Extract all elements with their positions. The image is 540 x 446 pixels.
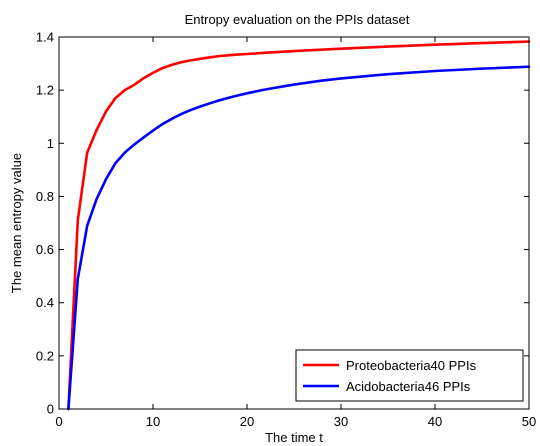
series-line-0 — [67, 40, 531, 411]
y-tick-label: 0.4 — [36, 295, 54, 310]
x-tick-label: 50 — [522, 414, 536, 429]
x-axis-label: The time t — [265, 430, 323, 445]
legend-label-1: Acidobacteria46 PPIs — [346, 379, 471, 394]
series-layer — [67, 40, 531, 411]
y-tick-label: 1 — [47, 136, 54, 151]
x-tick-label: 40 — [428, 414, 442, 429]
x-tick-label: 20 — [240, 414, 254, 429]
x-tick-label: 10 — [146, 414, 160, 429]
series-line-1 — [67, 65, 531, 411]
x-tick-label: 30 — [334, 414, 348, 429]
legend-box — [295, 349, 524, 402]
y-tick-label: 0.2 — [36, 348, 54, 363]
legend-label-0: Proteobacteria40 PPIs — [346, 358, 477, 373]
x-tick-label: 0 — [55, 414, 62, 429]
y-tick-label: 0.8 — [36, 189, 54, 204]
y-tick-label: 1.2 — [36, 83, 54, 98]
y-axis-label: The mean entropy value — [9, 153, 24, 293]
plot-area — [59, 37, 529, 409]
ticks-layer: 0 10 20 30 40 50 0 0.2 0.4 0.6 0.8 1 1.2 1.4 — [36, 30, 536, 430]
y-tick-label: 0.6 — [36, 242, 54, 257]
y-tick-label: 0 — [47, 402, 54, 417]
chart-title: Entropy evaluation on the PPIs dataset — [185, 12, 410, 27]
legend: Proteobacteria40 PPIs Acidobacteria46 PPI… — [295, 349, 524, 402]
y-tick-label: 1.4 — [36, 30, 54, 45]
plot-frame — [58, 36, 530, 410]
